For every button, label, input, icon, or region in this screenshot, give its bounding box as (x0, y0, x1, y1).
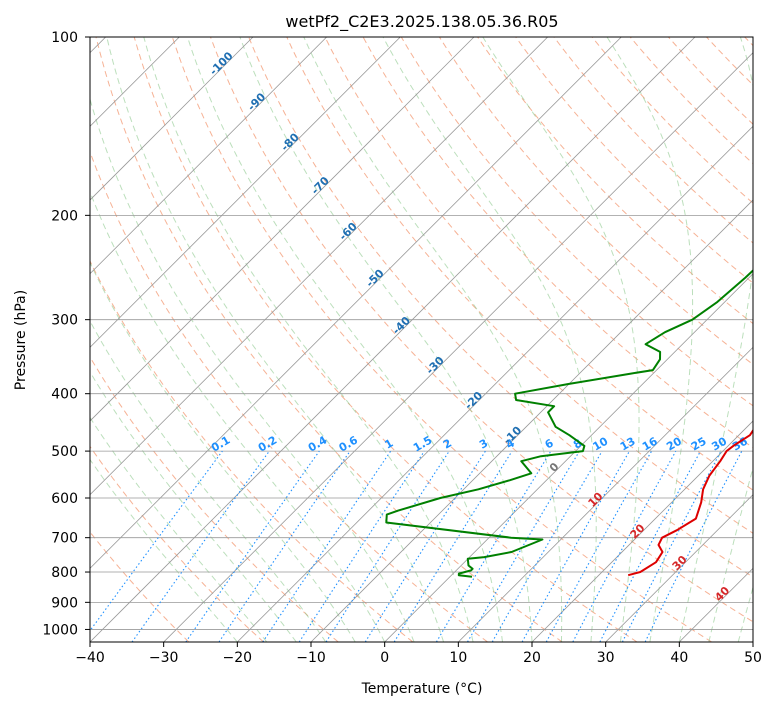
y-tick-label: 200 (51, 208, 78, 224)
moist-adiabat (482, 37, 640, 642)
moist-adiabat (708, 465, 753, 642)
x-tick-label: −10 (296, 650, 326, 666)
y-tick-label: 400 (51, 387, 78, 403)
dry-adiabat (90, 259, 414, 642)
plot-frame (89, 36, 754, 643)
isotherm (458, 346, 753, 642)
y-tick-label: 500 (51, 444, 78, 460)
isotherm (90, 37, 327, 275)
chart-title: wetPf2_C2E3.2025.138.05.36.R05 (285, 12, 558, 32)
dewpoint-profile (385, 269, 753, 578)
mixing-ratio-line (325, 450, 450, 642)
mixing-ratio-line (298, 450, 425, 642)
moist-adiabat (239, 37, 533, 642)
moist-adiabat (382, 37, 597, 642)
isotherm (163, 52, 753, 642)
isotherm (605, 494, 753, 642)
mixing-ratio-line (185, 450, 320, 642)
dry-adiabat (171, 37, 712, 642)
isotherm (90, 37, 548, 496)
x-axis-label: Temperature (°C) (361, 681, 483, 697)
moist-adiabat (106, 37, 445, 642)
mixing-ratio-line (131, 450, 270, 642)
isotherm (384, 273, 753, 642)
x-tick-label: −20 (223, 650, 253, 666)
temperature-profile (627, 428, 753, 577)
isotherm (90, 37, 622, 569)
moist-adiabat (90, 320, 327, 642)
moist-adiabat (90, 370, 297, 642)
mixing-ratio-line (218, 450, 351, 642)
dry-adiabat (90, 445, 264, 642)
moist-adiabat (678, 37, 753, 642)
mixing-ratio-line (644, 450, 743, 642)
moist-adiabat (90, 261, 356, 642)
mixing-ratio-line (393, 450, 513, 642)
isotherm (237, 125, 753, 642)
mixing-ratio-line (521, 450, 630, 642)
x-tick-label: 30 (597, 650, 615, 666)
axis-ticks: −40 −30 −20 −10 0 10 20 30 40 50 100 200 300 400 500 60… (42, 30, 762, 666)
moist-adiabat (143, 37, 474, 642)
y-tick-label: 600 (51, 491, 78, 507)
dry-adiabat (286, 37, 753, 534)
x-tick-label: 40 (670, 650, 688, 666)
y-tick-label: 700 (51, 531, 78, 547)
y-tick-label: 800 (51, 565, 78, 581)
moist-adiabat (303, 37, 563, 642)
isotherm (90, 37, 475, 422)
background-lines (90, 37, 753, 642)
mixing-ratio-line (90, 450, 223, 632)
y-tick-label: 900 (51, 595, 78, 611)
moist-adiabat (90, 416, 268, 642)
x-tick-label: 20 (523, 650, 541, 666)
moist-adiabat (90, 190, 386, 642)
moist-adiabat (187, 37, 503, 642)
x-tick-label: 50 (744, 650, 762, 666)
y-tick-label: 300 (51, 313, 78, 329)
dry-adiabat (324, 37, 753, 491)
moist-adiabat (737, 585, 753, 642)
dry-adiabat (248, 37, 753, 578)
mixing-ratio-line (572, 450, 677, 642)
isotherm (90, 37, 254, 201)
y-tick-label: 100 (51, 30, 78, 46)
y-tick-label: 1000 (42, 622, 78, 638)
isotherm (90, 37, 401, 348)
x-tick-label: −30 (149, 650, 179, 666)
isotherm (310, 199, 753, 642)
dry-adiabat (210, 37, 753, 623)
moist-adiabat (90, 458, 238, 642)
x-tick-label: 0 (380, 650, 389, 666)
x-tick-label: 10 (449, 650, 467, 666)
isotherm (531, 420, 753, 642)
dry-adiabat (133, 37, 638, 642)
dry-adiabat (95, 37, 563, 642)
mixing-ratio-line (262, 450, 392, 642)
isotherm (90, 37, 696, 642)
profile-lines (385, 269, 753, 578)
moist-adiabat (606, 37, 694, 642)
x-tick-label: −40 (75, 650, 105, 666)
dry-adiabat (90, 356, 339, 642)
dry-adiabat (515, 37, 753, 284)
y-axis-label: Pressure (hPa) (13, 290, 29, 390)
mixing-ratio-line (545, 450, 653, 642)
